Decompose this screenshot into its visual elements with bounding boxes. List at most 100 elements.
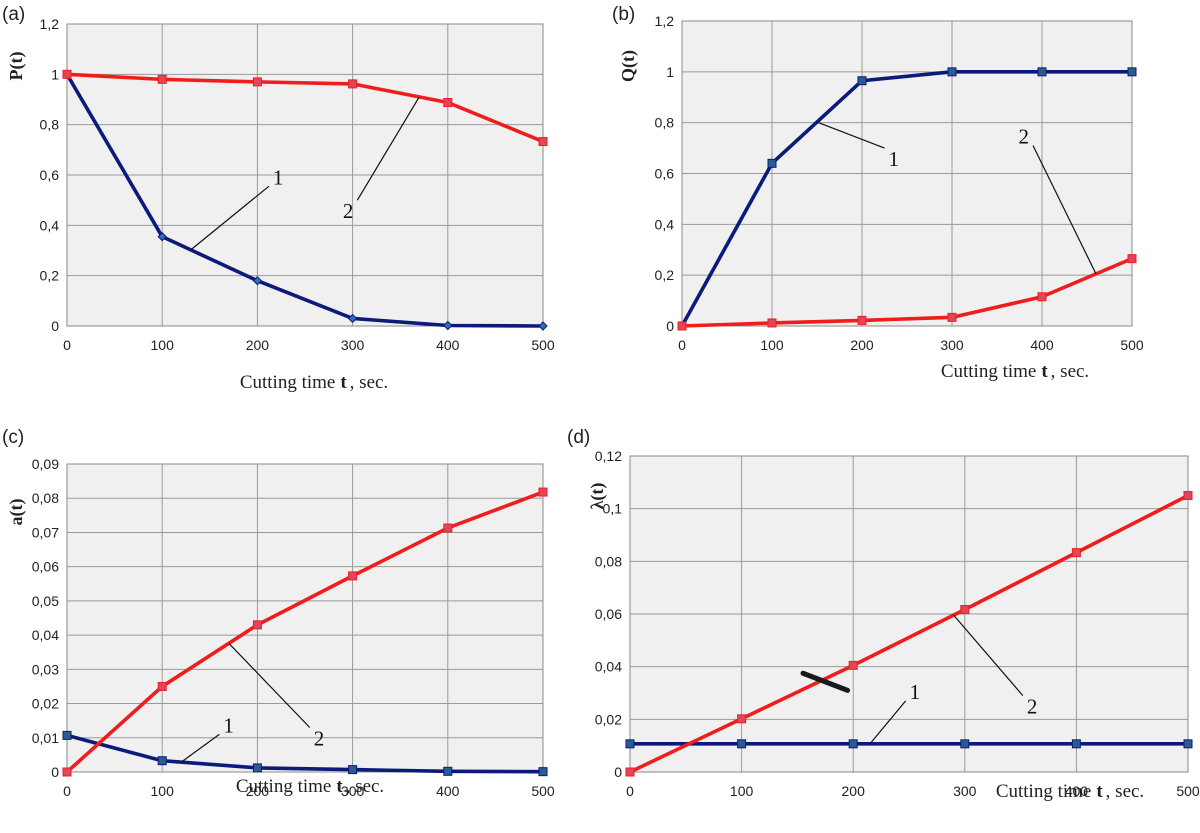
data-point [848,739,858,749]
data-point [252,763,262,773]
data-point [947,312,957,322]
data-point [347,313,358,324]
leader-line [190,185,270,251]
data-point [538,487,548,497]
y-tick-label: 0,2 [655,267,675,283]
x-tick-label: 100 [760,337,784,353]
x-axis-label-var: t [1041,361,1048,382]
leader-line [816,121,885,149]
data-point [252,620,262,630]
y-axis-label: Q(t) [618,50,639,82]
x-axis-label-unit: , sec. [1106,781,1145,802]
annotation-1: 1 [180,713,234,763]
x-axis-label-unit: , sec. [346,776,385,797]
x-axis-label-var: t [336,776,343,797]
data-point [252,275,263,286]
annotation-2: 2 [343,96,420,223]
x-tick-label: 300 [341,783,365,799]
y-tick-label: 1,2 [40,16,60,32]
y-axis-label: λ(t) [587,483,608,510]
plot-area [629,455,1189,773]
data-point [443,766,453,776]
plot-area [66,463,544,773]
x-tick-label: 0 [626,783,634,799]
x-ticks: 0 100 200 300 400 500 [63,783,555,799]
data-point [443,523,453,533]
leader-line [869,700,907,745]
data-point [625,767,635,777]
y-ticks: 0 0,2 0,4 0,6 0,8 1 1,2 [655,13,675,334]
leader-line [953,614,1024,697]
data-point [737,714,747,724]
y-tick-label: 0,02 [595,711,622,727]
series-1 [62,730,548,777]
y-tick-label: 0,07 [32,524,59,540]
curve-label: 1 [273,165,284,189]
data-point [538,321,548,331]
x-tick-label: 100 [730,783,754,799]
data-point [443,98,453,108]
data-point [848,660,858,670]
x-axis-label-unit: , sec. [350,372,389,393]
x-axis-label-text: Cutting time [236,776,332,797]
data-point [1183,491,1193,500]
data-point [157,74,167,84]
plot-border [681,20,1133,327]
y-tick-label: 0,06 [595,606,622,622]
annotation-2: 2 [228,642,325,751]
x-ticks: 0 100 200 300 400 500 [63,337,555,353]
x-axis-label: Cutting time t, sec. [240,372,388,393]
y-tick-label: 0,6 [655,166,675,182]
y-tick-label: 0 [666,318,674,334]
y-tick-label: 0,09 [32,456,59,472]
y-tick-label: 1 [666,64,674,80]
x-tick-label: 200 [850,337,874,353]
x-tick-label: 400 [1030,337,1054,353]
x-axis-label: Cutting time t, sec. [236,776,384,797]
leader-line [228,642,311,728]
data-point [157,681,167,691]
annotation-2: 2 [953,614,1038,719]
data-point [767,318,777,328]
y-tick-label: 0,04 [595,659,622,675]
data-point [348,765,358,775]
y-tick-label: 0,06 [32,559,59,575]
series-line [628,493,1190,774]
curve-label: 2 [1027,695,1038,719]
series-2 [62,69,548,147]
panel-label: (d) [567,427,590,448]
series-1 [677,67,1137,331]
series-line [65,490,545,774]
y-tick-label: 0,1 [603,501,623,517]
y-tick-label: 0,12 [595,448,622,464]
y-tick-label: 0,08 [595,553,622,569]
data-point [348,571,358,581]
annotation-1: 1 [816,121,899,171]
x-ticks: 0 100 200 300 400 500 [678,337,1144,353]
curve-label: 2 [314,727,325,751]
y-tick-label: 0,08 [32,490,59,506]
x-axis-label-unit: , sec. [1051,361,1090,382]
x-axis-label-var: t [1096,781,1103,802]
x-tick-label: 100 [151,337,175,353]
y-tick-label: 0 [614,764,622,780]
y-tick-label: 1 [51,66,59,82]
data-point [947,67,957,77]
data-point [960,605,970,615]
x-tick-label: 500 [531,783,555,799]
plot-border [66,463,544,773]
series-line [680,70,1134,328]
x-tick-label: 300 [953,783,977,799]
data-point [1183,739,1193,749]
data-point [538,767,548,777]
panel-label: (a) [2,4,25,25]
x-tick-label: 0 [63,337,71,353]
leader-line [356,96,420,201]
x-tick-label: 200 [842,783,866,799]
y-tick-label: 0,4 [655,216,675,232]
y-tick-label: 0,03 [32,661,59,677]
y-tick-label: 0,05 [32,593,59,609]
series-line [65,733,545,774]
curve-label: 2 [1019,125,1030,149]
data-point [625,739,635,749]
